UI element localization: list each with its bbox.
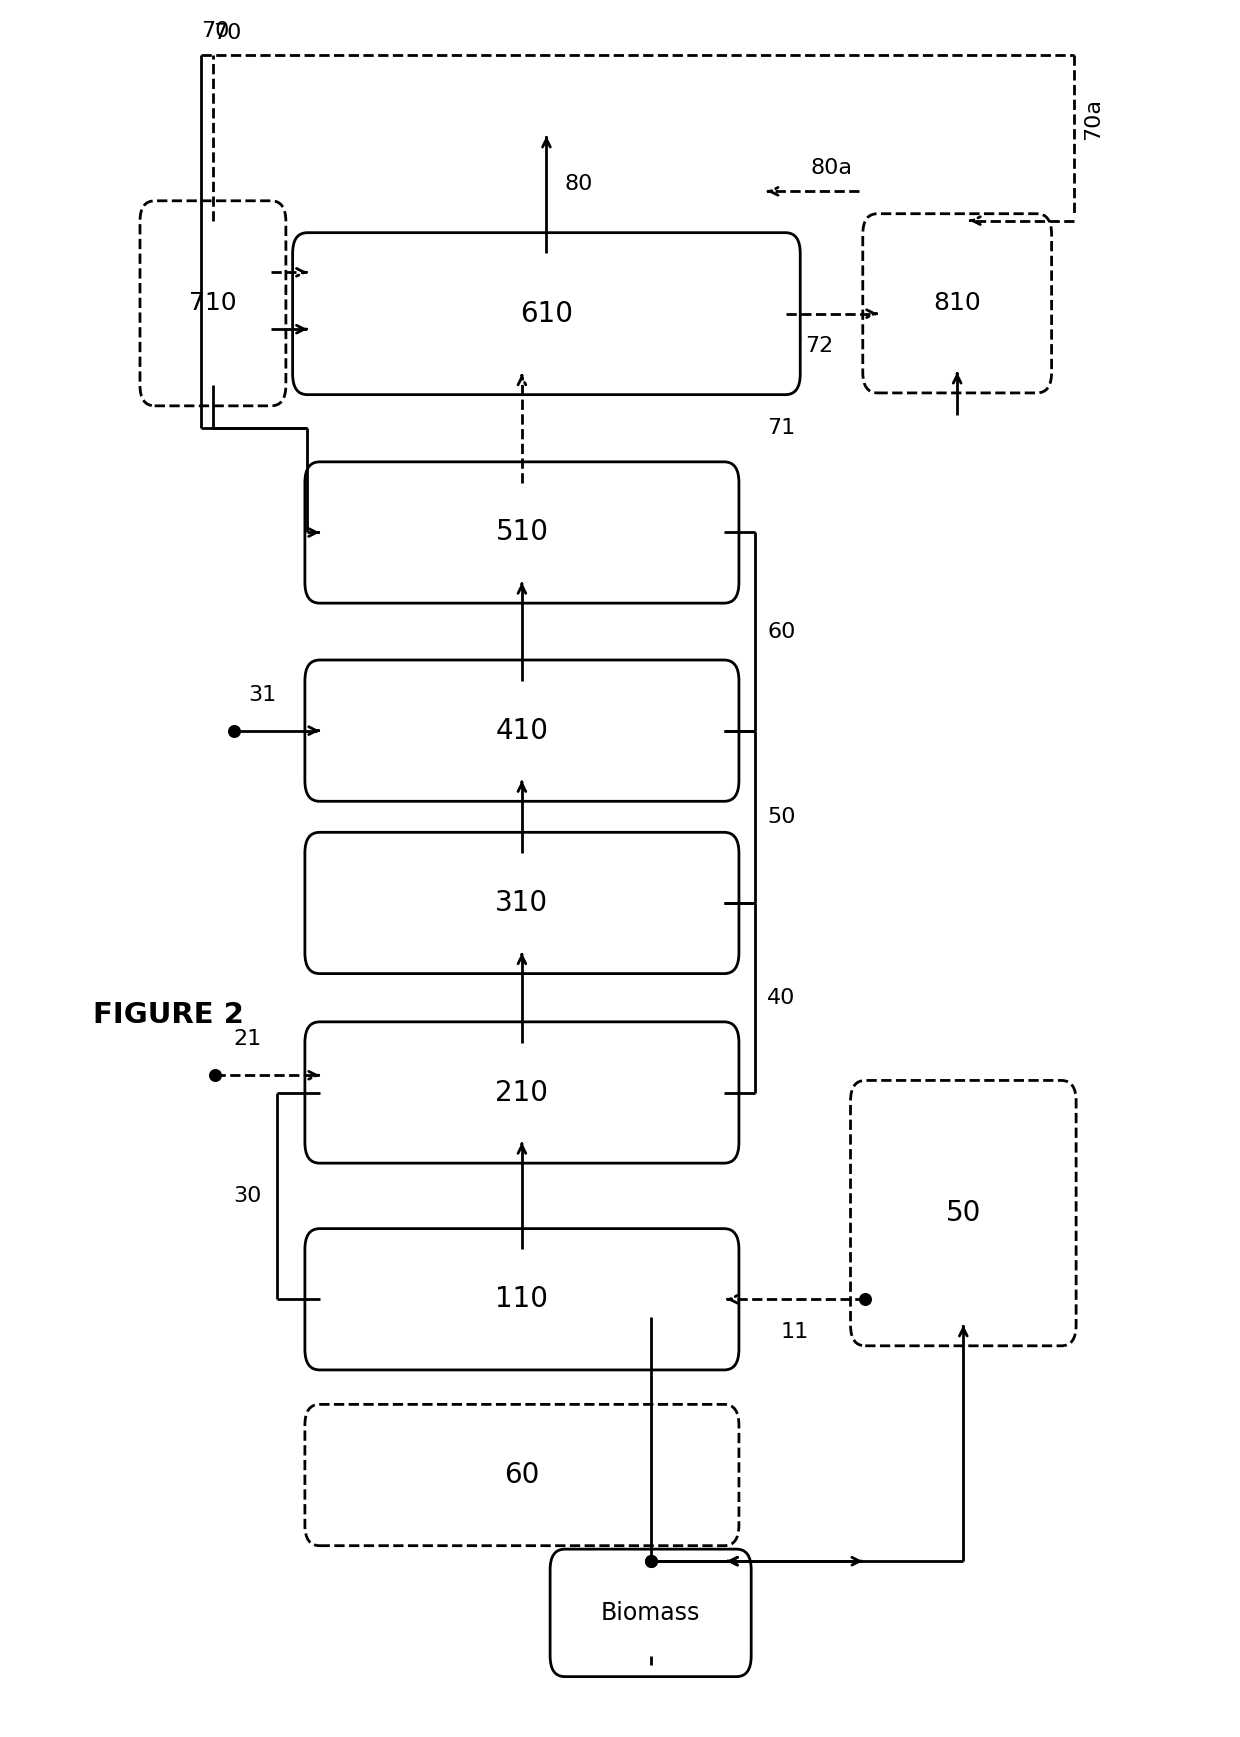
Text: 110: 110	[496, 1285, 548, 1313]
Point	[224, 717, 244, 745]
Text: 70: 70	[213, 23, 242, 43]
FancyBboxPatch shape	[305, 1228, 739, 1370]
Text: 72: 72	[805, 335, 833, 356]
FancyBboxPatch shape	[305, 1405, 739, 1546]
Text: 310: 310	[495, 889, 548, 917]
FancyBboxPatch shape	[551, 1549, 751, 1676]
Text: 80a: 80a	[810, 158, 852, 177]
FancyBboxPatch shape	[140, 201, 286, 406]
Text: 40: 40	[768, 988, 796, 1007]
Point	[856, 1285, 875, 1313]
FancyBboxPatch shape	[851, 1080, 1076, 1346]
FancyBboxPatch shape	[305, 1021, 739, 1164]
FancyBboxPatch shape	[305, 832, 739, 974]
Text: Biomass: Biomass	[601, 1602, 701, 1624]
Text: 70a: 70a	[1084, 99, 1104, 141]
FancyBboxPatch shape	[305, 462, 739, 603]
Point	[206, 1061, 226, 1089]
FancyBboxPatch shape	[305, 660, 739, 801]
FancyBboxPatch shape	[863, 214, 1052, 393]
Text: 70: 70	[201, 21, 229, 42]
Text: 410: 410	[496, 717, 548, 745]
Text: 50: 50	[768, 806, 796, 827]
Text: FIGURE 2: FIGURE 2	[93, 1001, 243, 1028]
Text: 610: 610	[520, 301, 573, 328]
Text: 31: 31	[248, 684, 277, 705]
Text: 71: 71	[768, 419, 795, 438]
FancyBboxPatch shape	[293, 233, 800, 394]
Text: 210: 210	[496, 1079, 548, 1106]
Point	[641, 1548, 661, 1575]
Text: 50: 50	[946, 1199, 981, 1226]
Text: 510: 510	[496, 518, 548, 547]
Text: 710: 710	[190, 292, 237, 316]
Text: 60: 60	[768, 622, 796, 641]
Point	[641, 1548, 661, 1575]
Text: 21: 21	[234, 1030, 262, 1049]
Text: 60: 60	[505, 1461, 539, 1489]
Text: 810: 810	[934, 292, 981, 316]
Text: 30: 30	[233, 1186, 262, 1205]
Text: 11: 11	[781, 1322, 808, 1341]
Text: 80: 80	[565, 174, 593, 195]
